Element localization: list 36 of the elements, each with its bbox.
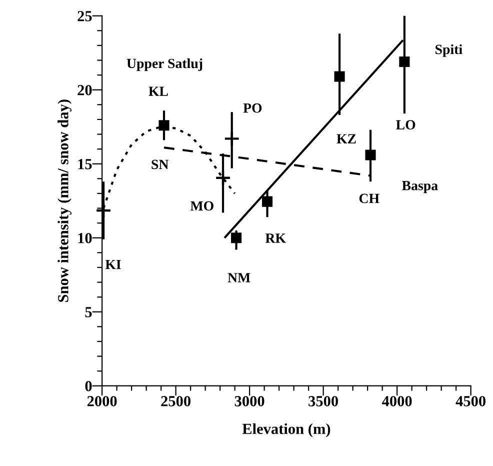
annotation: Spiti (436, 44, 462, 57)
annotation: Baspa (402, 181, 438, 194)
point (214, 170, 232, 186)
x-tick-label: 4500 (456, 396, 486, 406)
point (262, 196, 273, 207)
point (95, 202, 112, 219)
y-axis-title: Snow intensity (mm/ snow day) (58, 100, 72, 302)
annotation: RK (265, 234, 286, 243)
annotation: NM (228, 273, 250, 282)
annotation: SN (152, 160, 169, 170)
y-tick-label: 15 (78, 159, 92, 170)
x-tick-label: 4000 (382, 396, 412, 406)
annotation: MO (190, 201, 214, 211)
annotation: KZ (336, 134, 356, 144)
y-tick-label: 0 (85, 380, 92, 392)
y-tick-label: 10 (78, 232, 92, 244)
annotation: PO (243, 103, 262, 113)
point (231, 232, 242, 244)
point (158, 120, 170, 131)
y-tick-label: 5 (85, 307, 92, 318)
annotation: KL (148, 86, 168, 96)
x-tick-label: 3500 (308, 396, 338, 406)
point (365, 150, 376, 160)
x-tick-label: 2000 (87, 396, 117, 406)
point (334, 71, 345, 82)
annotation: Upper Satluj (126, 58, 202, 71)
x-axis-title: Elevation (m) (242, 423, 330, 438)
annotation: KI (105, 260, 121, 270)
point (224, 130, 240, 147)
x-tick-label: 3000 (234, 396, 264, 406)
annotation: LO (396, 120, 416, 130)
x-tick-label: 2500 (161, 396, 190, 406)
point (399, 56, 410, 67)
y-tick-label: 20 (78, 84, 92, 96)
annotation: CH (359, 194, 380, 204)
y-tick-label: 25 (78, 11, 92, 22)
